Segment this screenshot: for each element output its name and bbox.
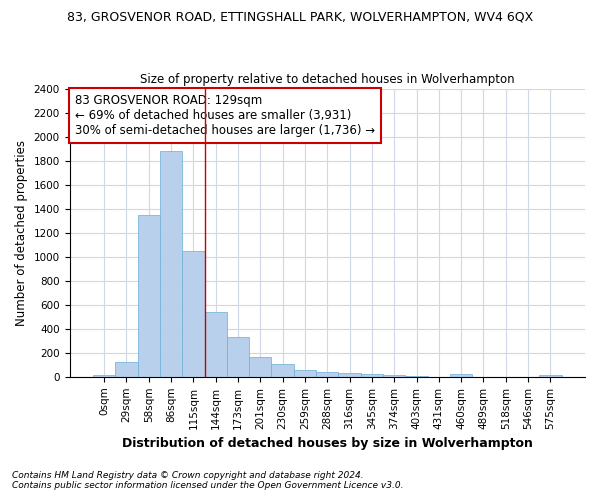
Bar: [93, 375, 115, 377]
Bar: [160, 151, 182, 377]
Bar: [383, 374, 406, 377]
X-axis label: Distribution of detached houses by size in Wolverhampton: Distribution of detached houses by size …: [122, 437, 533, 450]
Bar: [316, 372, 338, 377]
Bar: [361, 374, 383, 377]
Bar: [294, 370, 316, 377]
Bar: [271, 364, 294, 377]
Bar: [205, 312, 227, 377]
Bar: [182, 252, 205, 377]
Bar: [115, 362, 137, 377]
Text: 83, GROSVENOR ROAD, ETTINGSHALL PARK, WOLVERHAMPTON, WV4 6QX: 83, GROSVENOR ROAD, ETTINGSHALL PARK, WO…: [67, 10, 533, 23]
Bar: [539, 375, 562, 377]
Bar: [137, 214, 160, 377]
Y-axis label: Number of detached properties: Number of detached properties: [15, 140, 28, 326]
Bar: [406, 376, 428, 377]
Bar: [249, 357, 271, 377]
Bar: [338, 374, 361, 377]
Text: Contains HM Land Registry data © Crown copyright and database right 2024.
Contai: Contains HM Land Registry data © Crown c…: [12, 470, 404, 490]
Text: 83 GROSVENOR ROAD: 129sqm
← 69% of detached houses are smaller (3,931)
30% of se: 83 GROSVENOR ROAD: 129sqm ← 69% of detac…: [74, 94, 375, 138]
Bar: [227, 336, 249, 377]
Bar: [450, 374, 472, 377]
Title: Size of property relative to detached houses in Wolverhampton: Size of property relative to detached ho…: [140, 73, 515, 86]
